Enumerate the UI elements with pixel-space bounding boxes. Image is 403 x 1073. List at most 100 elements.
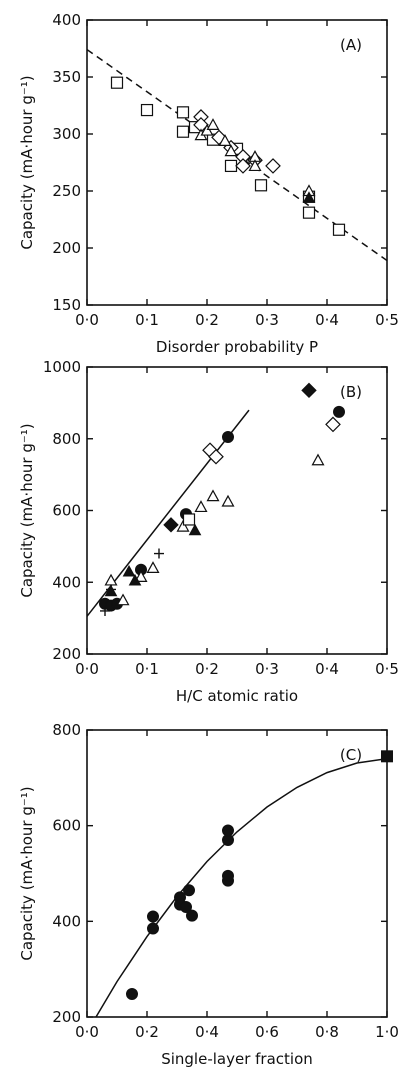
data-point-open-triangle [194, 500, 208, 513]
series-open-square [110, 76, 346, 236]
series-filled-circle [99, 405, 345, 612]
series-open-square [182, 513, 196, 526]
data-point-open-diamond [208, 448, 224, 465]
y-tick-label: 150 [52, 296, 81, 314]
y-tick-label: 800 [52, 721, 81, 739]
data-point-filled-triangle [188, 523, 202, 536]
data-point-open-triangle [218, 134, 232, 146]
y-axis-title: Capacity (mA·hour g⁻¹) [18, 423, 36, 597]
panel-label: (C) [340, 746, 362, 764]
fit-line [95, 757, 387, 1017]
y-axis-title: Capacity (mA·hour g⁻¹) [18, 75, 36, 249]
data-point-open-triangle [176, 519, 190, 532]
x-tick-label: 0·2 [195, 660, 219, 678]
panel-1: 0·0 0·1 0·2 0·3 0·4 0·5 150 200 250 300 350 400 Diso… [18, 11, 399, 356]
data-point-open-square [332, 223, 346, 236]
data-point-filled-circle [186, 909, 198, 922]
series-open-triangle [194, 118, 316, 197]
data-point-open-triangle [221, 494, 235, 507]
x-tick-label: 0·3 [255, 311, 279, 329]
plot-frame [86, 19, 388, 306]
data-point-plus [100, 605, 110, 616]
x-axis-title: Single-layer fraction [161, 1050, 313, 1068]
data-point-filled-circle [222, 824, 234, 837]
series-open-diamond [202, 416, 341, 465]
x-tick-label: 0·0 [75, 311, 99, 329]
y-tick-label: 200 [52, 1008, 81, 1026]
series-filled-diamond [163, 382, 317, 533]
y-tick-label: 350 [52, 68, 81, 86]
x-tick-label: 0·0 [75, 660, 99, 678]
data-point-plus [154, 548, 164, 559]
data-point-open-triangle [206, 489, 220, 502]
y-tick-label: 250 [52, 182, 81, 200]
series-filled-circle [126, 824, 234, 1001]
data-point-open-triangle [224, 144, 238, 157]
data-point-open-square [176, 106, 190, 119]
x-tick-label: 0·6 [255, 1023, 279, 1041]
data-point-open-triangle [116, 593, 130, 606]
series-filled-triangle [104, 523, 202, 597]
data-point-filled-triangle [128, 573, 142, 586]
data-point-filled-circle [126, 988, 138, 1001]
y-tick-label: 400 [52, 11, 81, 29]
data-point-filled-circle [180, 900, 192, 913]
data-point-open-triangle [146, 561, 160, 574]
data-point-open-square [182, 513, 196, 526]
y-tick-label: 1000 [43, 358, 81, 376]
data-point-open-triangle [134, 570, 148, 582]
panel-3: 0·0 0·2 0·4 0·6 0·8 1·0 200 400 600 800 Single-lay… [18, 721, 399, 1068]
x-tick-label: 0·5 [375, 311, 399, 329]
data-point-open-square [176, 125, 190, 138]
plot-frame [86, 729, 388, 1018]
data-point-filled-diamond [163, 517, 179, 533]
data-point-filled-square [381, 750, 393, 763]
x-tick-label: 0·4 [315, 311, 339, 329]
y-tick-label: 200 [52, 239, 81, 257]
y-tick-label: 400 [52, 912, 81, 930]
x-tick-label: 0·4 [315, 660, 339, 678]
data-point-open-square [224, 159, 238, 173]
panel-label: (A) [340, 36, 362, 54]
y-tick-label: 300 [52, 125, 81, 143]
x-tick-label: 0·1 [135, 660, 159, 678]
x-tick-label: 0·2 [135, 1023, 159, 1041]
series-filled-square [381, 750, 393, 763]
x-axis-title: H/C atomic ratio [176, 687, 298, 705]
y-tick-label: 600 [52, 502, 81, 520]
y-tick-label: 200 [52, 645, 81, 663]
x-tick-label: 0·0 [75, 1023, 99, 1041]
data-point-filled-circle [147, 922, 159, 935]
x-tick-label: 0·5 [375, 660, 399, 678]
y-axis-title: Capacity (mA·hour g⁻¹) [18, 786, 36, 960]
data-point-open-diamond [265, 158, 281, 174]
x-tick-label: 0·1 [135, 311, 159, 329]
data-point-open-triangle [311, 453, 325, 466]
data-point-open-diamond [325, 416, 341, 433]
data-point-filled-circle [222, 430, 234, 443]
x-tick-label: 0·3 [255, 660, 279, 678]
data-point-open-square [140, 103, 154, 117]
x-axis-title: Disorder probability P [156, 338, 318, 356]
data-point-open-square [110, 76, 124, 89]
data-point-open-square [254, 179, 268, 192]
data-point-filled-circle [222, 869, 234, 882]
data-point-filled-triangle [302, 191, 316, 203]
y-tick-label: 600 [52, 817, 81, 835]
data-point-open-triangle [248, 159, 262, 172]
panel-2: 0·0 0·1 0·2 0·3 0·4 0·5 200 400 600 800 1000 H/C at… [18, 358, 399, 705]
data-point-open-triangle [206, 118, 220, 130]
series-plus [100, 548, 164, 616]
data-point-filled-circle [147, 910, 159, 923]
y-tick-label: 400 [52, 573, 81, 591]
data-point-open-square [302, 206, 316, 219]
series-filled-triangle [302, 191, 316, 203]
data-point-filled-circle [183, 884, 195, 897]
panel-label: (B) [340, 383, 362, 401]
data-point-filled-circle [333, 405, 345, 418]
series-open-triangle [104, 453, 325, 606]
data-point-filled-diamond [301, 382, 317, 399]
x-tick-label: 0·2 [195, 311, 219, 329]
x-tick-label: 1·0 [375, 1023, 399, 1041]
